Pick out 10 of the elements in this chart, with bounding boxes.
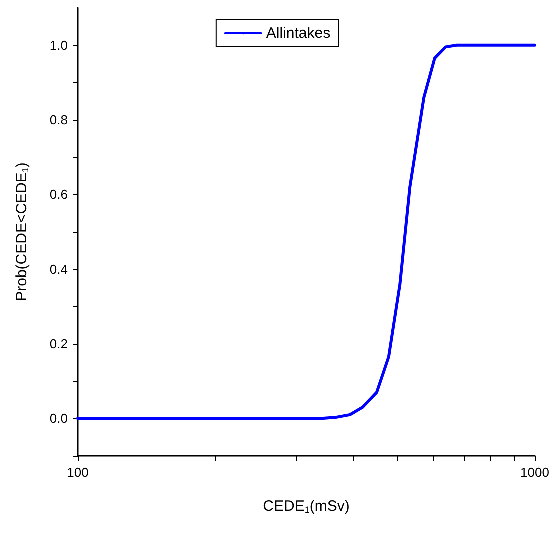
y-tick-label: 1.0 [50,38,68,53]
y-tick-label: 0.0 [50,411,68,426]
x-tick-label: 1000 [520,465,550,480]
x-tick-label: 100 [67,465,89,480]
y-tick-label: 0.2 [50,336,68,352]
legend-label: Allintakes [266,25,331,42]
y-tick-label: 0.8 [50,112,68,128]
y-tick-label: 0.4 [50,262,68,277]
y-axis-title: Prob(CEDE<CEDE1) [13,162,30,302]
y-tick-label: 0.6 [50,187,68,202]
